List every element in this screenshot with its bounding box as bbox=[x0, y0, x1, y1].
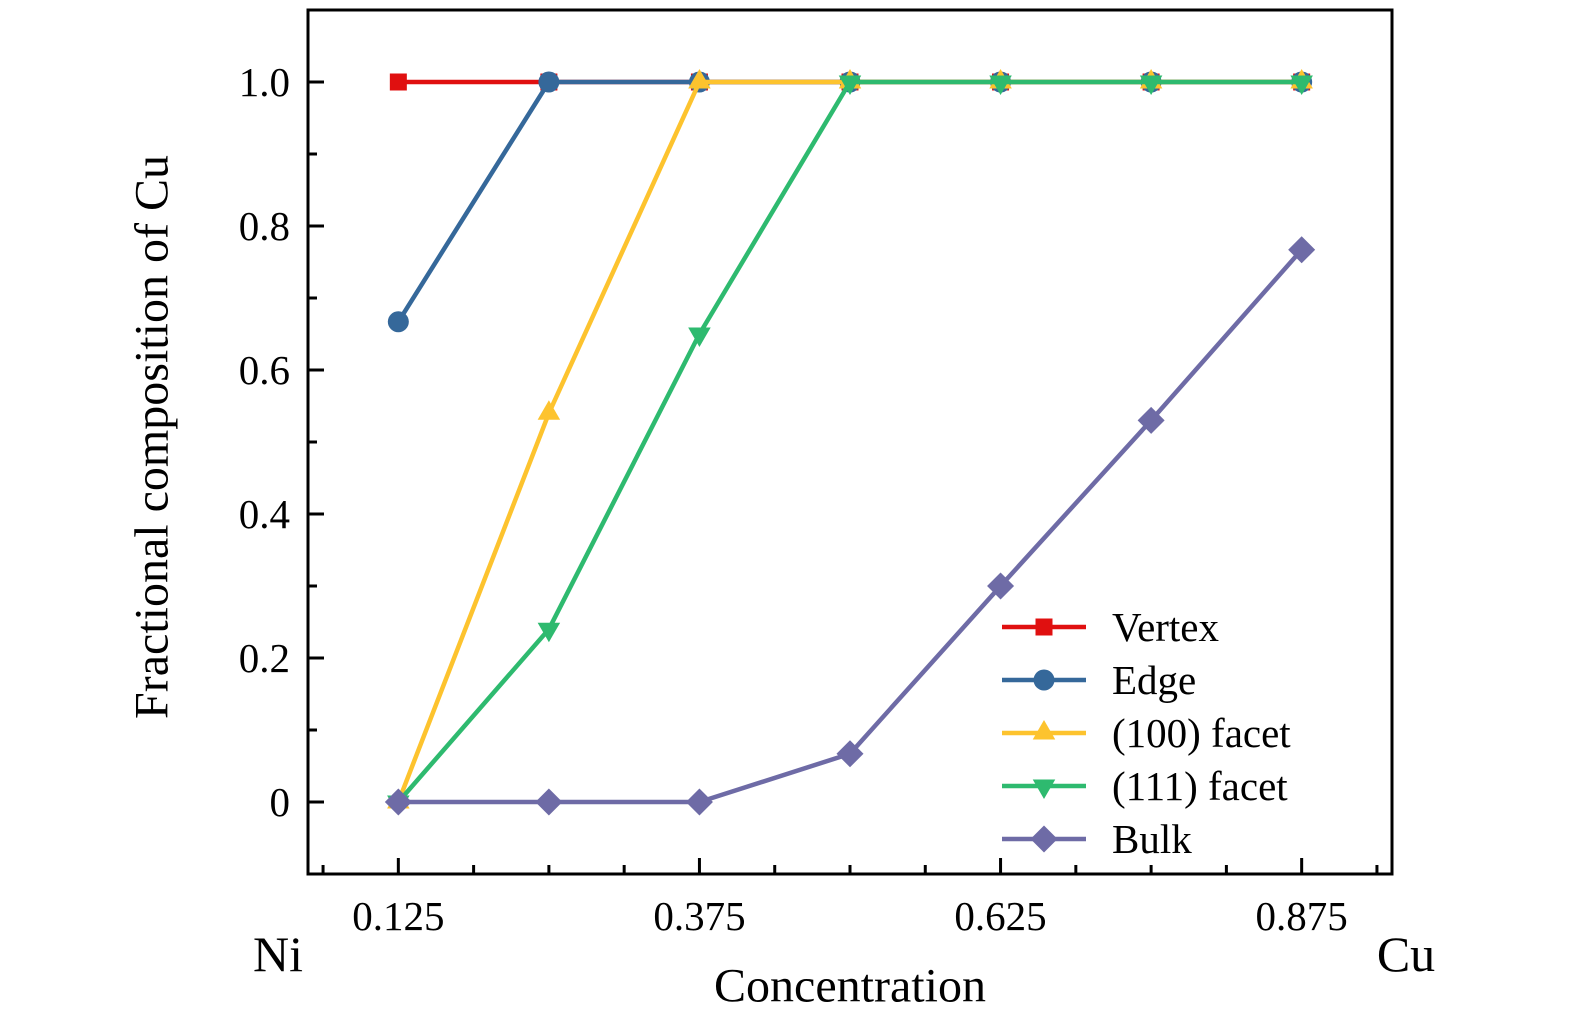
y-tick-label: 1.0 bbox=[239, 59, 290, 105]
y-tick-label: 0.6 bbox=[239, 347, 290, 393]
legend-item bbox=[1002, 779, 1086, 799]
legend-item bbox=[1002, 720, 1086, 740]
data-point-marker bbox=[685, 788, 713, 816]
data-point-marker bbox=[1137, 406, 1165, 434]
x-axis-right-endpoint-label: Cu bbox=[1376, 926, 1436, 982]
legend-marker bbox=[1032, 720, 1056, 740]
y-tick-label: 0.2 bbox=[239, 635, 290, 681]
legend-label: (111) facet bbox=[1112, 763, 1288, 809]
legend-label: Vertex bbox=[1112, 604, 1219, 650]
x-tick-label: 0.375 bbox=[653, 893, 745, 939]
data-point-marker bbox=[389, 73, 407, 91]
data-point-marker bbox=[384, 788, 412, 816]
legend-item bbox=[1002, 618, 1086, 636]
series-line bbox=[396, 79, 1302, 323]
y-axis-title: Fractional composition of Cu bbox=[125, 155, 179, 719]
data-point-marker bbox=[1139, 75, 1163, 95]
legend-marker bbox=[1030, 825, 1058, 853]
data-point-marker bbox=[535, 788, 563, 816]
legend-label: Bulk bbox=[1112, 816, 1192, 862]
data-point-marker bbox=[387, 311, 409, 333]
x-axis-left-endpoint-label: Ni bbox=[253, 926, 303, 982]
series-edge bbox=[387, 71, 1313, 333]
data-point-marker bbox=[987, 572, 1015, 600]
data-point-marker bbox=[838, 75, 862, 95]
x-tick-label: 0.875 bbox=[1256, 893, 1348, 939]
legend-marker bbox=[1035, 618, 1053, 636]
x-tick-label: 0.125 bbox=[352, 893, 444, 939]
y-tick-label: 0.8 bbox=[239, 203, 290, 249]
legend-label: (100) facet bbox=[1112, 710, 1291, 756]
data-point-marker bbox=[537, 622, 561, 643]
x-axis-title: Concentration bbox=[714, 959, 986, 1013]
legend bbox=[1002, 618, 1086, 853]
y-tick-label: 0.4 bbox=[239, 491, 290, 537]
series-bulk bbox=[384, 236, 1316, 816]
data-point-marker bbox=[537, 400, 561, 420]
data-point-marker bbox=[1288, 236, 1316, 264]
axis-ticks bbox=[308, 80, 1379, 874]
data-point-marker bbox=[989, 75, 1012, 95]
legend-item bbox=[1002, 669, 1086, 691]
legend-label: Edge bbox=[1112, 657, 1196, 703]
x-tick-label: 0.625 bbox=[954, 893, 1046, 939]
data-point-marker bbox=[688, 327, 711, 347]
data-point-marker bbox=[836, 740, 864, 768]
data-point-marker bbox=[538, 71, 560, 93]
legend-item bbox=[1002, 825, 1086, 853]
data-point-marker bbox=[688, 69, 711, 89]
data-point-marker bbox=[1290, 75, 1313, 95]
legend-marker bbox=[1032, 779, 1056, 799]
series--111-facet bbox=[387, 75, 1313, 815]
y-tick-label: 0 bbox=[270, 779, 291, 825]
legend-marker bbox=[1033, 669, 1055, 691]
